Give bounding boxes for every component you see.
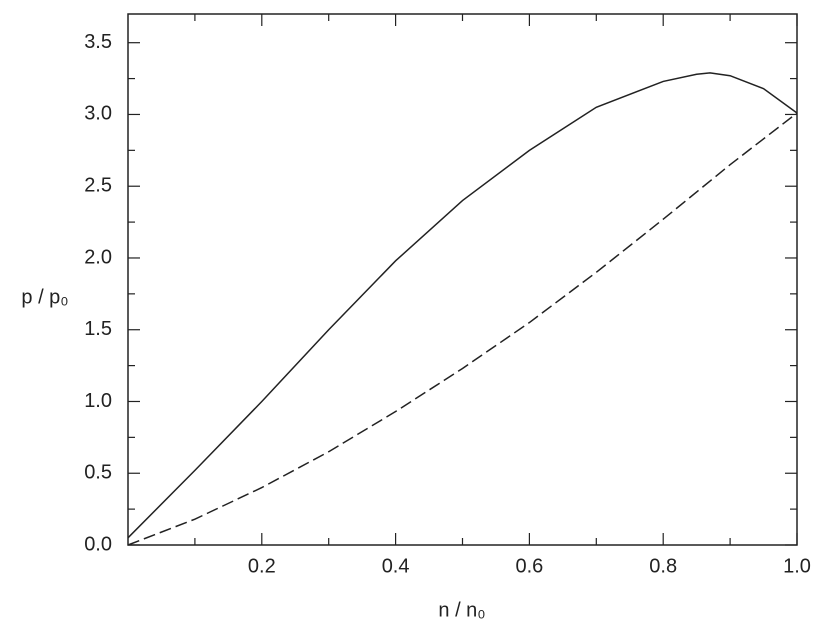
x-tick-label: 1.0 bbox=[783, 555, 811, 577]
y-axis-label: p / p₀ bbox=[21, 286, 68, 308]
y-tick-label: 3.5 bbox=[84, 31, 112, 53]
plot-frame bbox=[127, 13, 798, 546]
y-tick-label: 3.0 bbox=[84, 103, 112, 125]
x-tick-label: 0.2 bbox=[248, 555, 276, 577]
y-tick-label: 1.0 bbox=[84, 390, 112, 412]
y-tick-label: 0.5 bbox=[84, 462, 112, 484]
data-line bbox=[127, 112, 798, 546]
y-tick-label: 1.5 bbox=[84, 318, 112, 340]
y-tick-label: 2.5 bbox=[84, 174, 112, 196]
x-tick-label: 0.4 bbox=[382, 555, 410, 577]
x-axis-label: n / n₀ bbox=[438, 599, 485, 621]
x-tick-label: 0.6 bbox=[515, 555, 543, 577]
data-line bbox=[127, 72, 798, 539]
y-tick-label: 0.0 bbox=[84, 533, 112, 555]
x-tick-label: 0.8 bbox=[649, 555, 677, 577]
y-tick-label: 2.0 bbox=[84, 246, 112, 268]
